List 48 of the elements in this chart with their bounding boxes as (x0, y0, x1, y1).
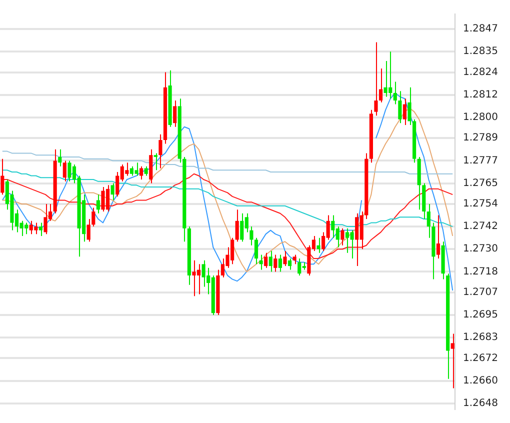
y-tick-label: 1.2648 (463, 398, 498, 409)
y-tick-label: 1.2824 (463, 66, 498, 78)
y-tick-label: 1.2789 (463, 132, 498, 144)
y-tick-label: 1.2800 (463, 112, 498, 124)
candlestick (259, 254, 263, 270)
y-tick-label: 1.2707 (463, 286, 498, 298)
candlestick (62, 160, 66, 182)
y-tick-label: 1.2730 (463, 244, 498, 255)
candlestick (402, 98, 407, 126)
candlestick (58, 148, 62, 167)
candlestick (268, 250, 272, 272)
candlestick (235, 209, 239, 242)
candlestick (378, 68, 383, 103)
candlestick (144, 166, 148, 176)
candlestick (154, 152, 158, 171)
candlestick (38, 222, 43, 236)
candlestick (110, 182, 114, 201)
y-tick-label: 1.2765 (463, 178, 498, 189)
candlestick (139, 166, 144, 180)
y-tick-label: 1.2672 (463, 352, 498, 364)
candlestick (292, 254, 296, 265)
candlestick (398, 90, 402, 124)
y-tick-label: 1.2777 (463, 155, 498, 166)
candlestick (288, 258, 292, 270)
candlestick (374, 42, 378, 116)
candlestick (436, 214, 440, 260)
y-tick-label: 1.2683 (463, 332, 498, 344)
candlestick (393, 81, 397, 105)
y-tick-label: 1.2835 (463, 46, 498, 58)
candlestick (283, 250, 287, 267)
y-tick-label: 1.2718 (463, 266, 498, 278)
candlestick (340, 228, 344, 246)
candlestick (0, 158, 4, 196)
y-tick-label: 1.2754 (463, 198, 498, 210)
candlestick (316, 237, 320, 254)
candlestick (450, 333, 454, 389)
candlestick (173, 100, 177, 128)
candlestick (274, 254, 278, 272)
y-tick-label: 1.2695 (463, 310, 498, 321)
y-tick-label: 1.2847 (463, 24, 498, 35)
y-tick-label: 1.2812 (463, 89, 498, 100)
candlestick (264, 252, 268, 268)
y-tick-label: 1.2660 (463, 375, 498, 386)
candlestick (158, 134, 162, 169)
candlestick (278, 254, 282, 272)
candlestick (254, 237, 258, 265)
y-tick-label: 1.2742 (463, 221, 498, 232)
candlestick (96, 194, 100, 214)
